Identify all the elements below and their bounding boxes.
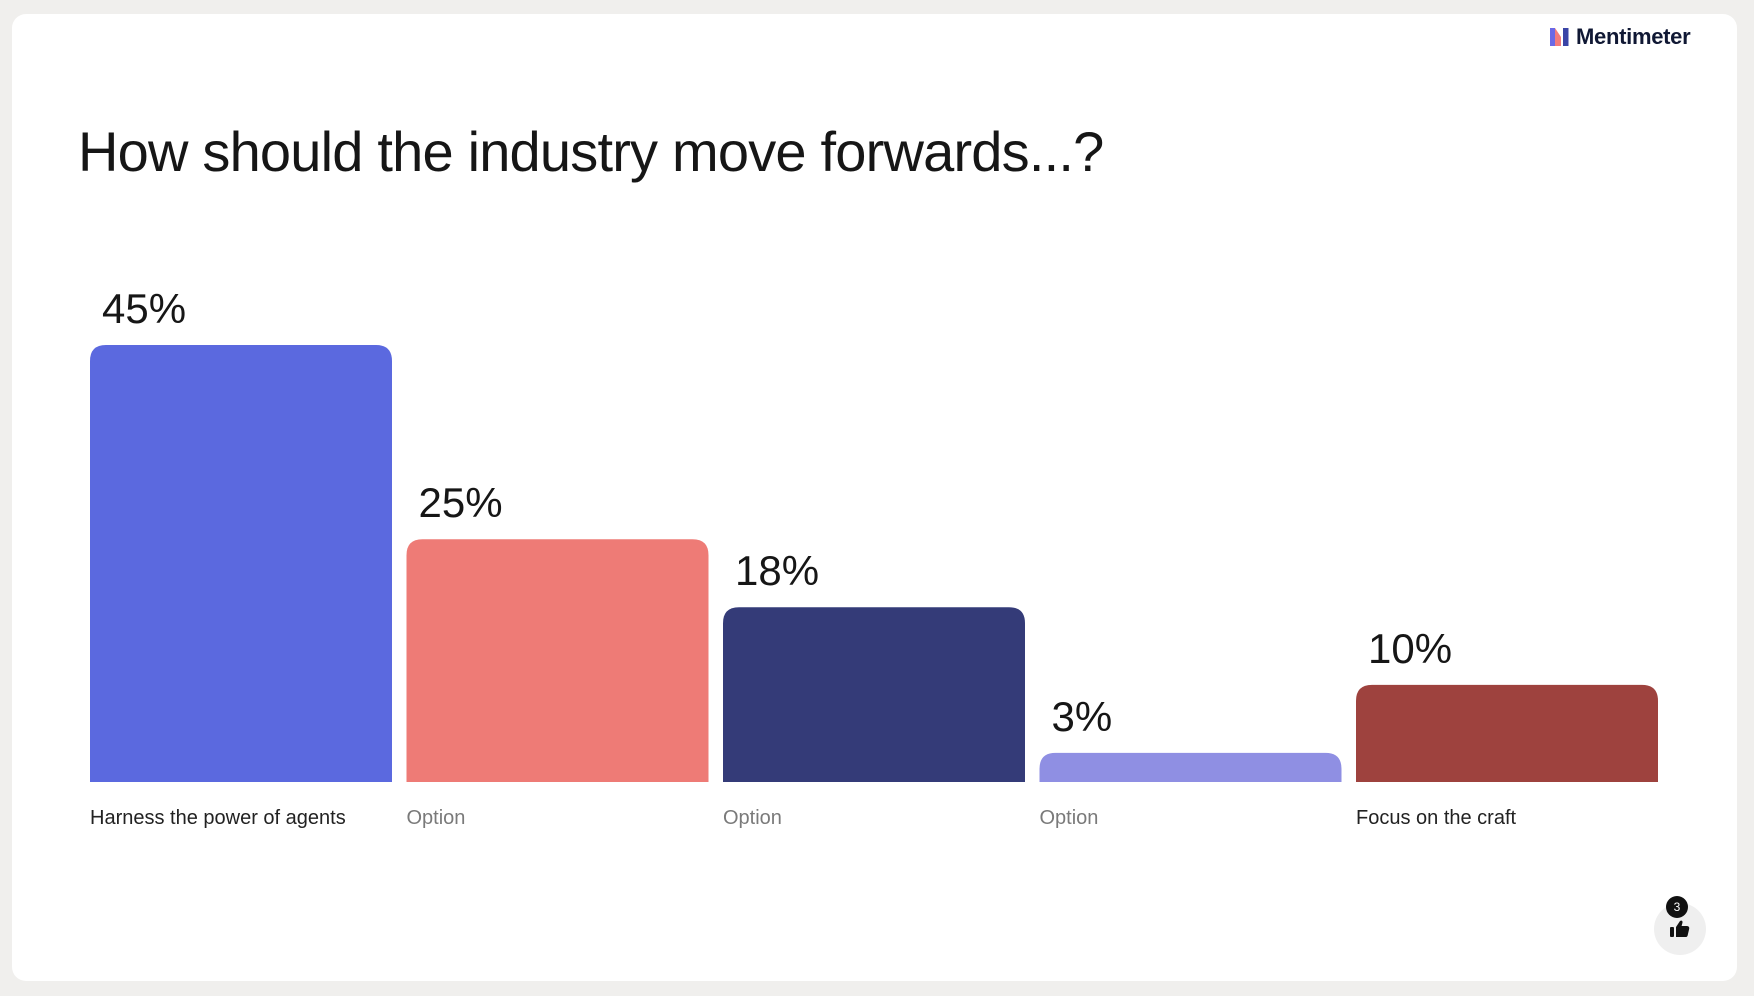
bar-value-label-2: 25% xyxy=(419,479,503,526)
bar-5 xyxy=(1356,684,1658,782)
category-label-1: Harness the power of agents xyxy=(90,807,346,829)
bar-value-label-3: 18% xyxy=(735,547,819,594)
brand-logo: Mentimeter xyxy=(1550,24,1691,50)
category-label-5: Focus on the craft xyxy=(1356,807,1517,829)
reaction-count-badge: 3 xyxy=(1666,896,1688,918)
category-label-4: Option xyxy=(1040,807,1099,829)
question-title: How should the industry move forwards...… xyxy=(78,120,1104,183)
bar-3 xyxy=(723,607,1025,782)
thumbs-up-icon xyxy=(1670,920,1690,937)
bar-4 xyxy=(1039,752,1342,782)
bar-value-label-1: 45% xyxy=(102,285,186,332)
bar-1 xyxy=(90,345,392,782)
brand-name: Mentimeter xyxy=(1576,24,1691,49)
bar-value-label-4: 3% xyxy=(1052,693,1113,740)
category-label-2: Option xyxy=(407,807,466,829)
bar-2 xyxy=(406,539,709,782)
mentimeter-logo-icon xyxy=(1550,28,1569,46)
bar-value-label-5: 10% xyxy=(1368,625,1452,672)
category-label-3: Option xyxy=(723,807,782,829)
